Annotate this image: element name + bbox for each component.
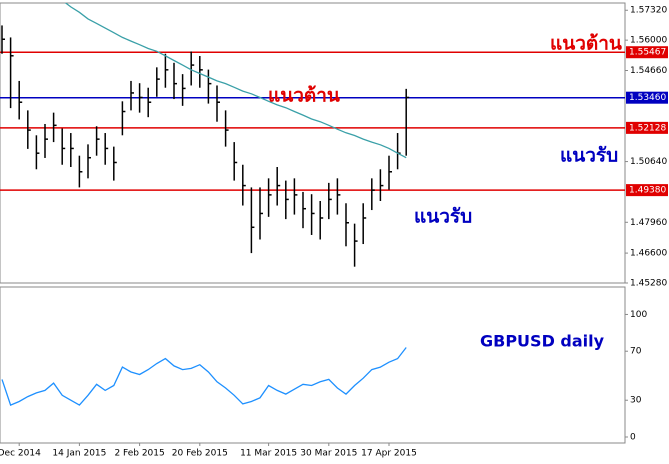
y-tick-label: 1.54660	[630, 66, 667, 76]
y-tick-label: 1.50640	[630, 157, 667, 167]
level-label: 1.55467	[629, 48, 666, 58]
x-tick-label: 2 Feb 2015	[114, 449, 164, 459]
y-tick-label: 30	[630, 396, 642, 406]
annotation: แนวต้าน	[550, 33, 622, 55]
price-panel	[0, 2, 626, 284]
level-box	[626, 91, 668, 104]
annotation: แนวรับ	[560, 145, 618, 167]
price-plot	[0, 3, 625, 267]
annotation: GBPUSD daily	[480, 332, 605, 351]
y-tick-label: 1.47960	[630, 218, 667, 228]
y-tick-label: 1.56000	[630, 36, 667, 46]
y-tick-label: 0	[630, 432, 636, 442]
y-tick-label: 1.45280	[630, 279, 667, 289]
annotation: แนวต้าน	[268, 85, 340, 107]
labels: 1.57320 1.56000 1.54660 1.50640 1.47960 1.466…	[0, 6, 668, 459]
moving-average	[64, 3, 407, 159]
level-box	[626, 184, 668, 197]
rsi-plot	[1, 347, 407, 406]
x-tick-label: Dec 2014	[0, 449, 41, 459]
x-tick-label: 30 Mar 2015	[300, 449, 357, 459]
rsi-line	[1, 347, 407, 406]
x-tick-label: 20 Feb 2015	[172, 449, 228, 459]
level-box	[626, 46, 668, 59]
x-tick-label: 17 Apr 2015	[361, 449, 417, 459]
y-tick-label: 70	[630, 347, 642, 357]
x-tick-label: 14 Jan 2015	[52, 449, 106, 459]
y-tick-label: 1.57320	[630, 6, 667, 16]
level-box	[626, 121, 668, 134]
level-label: 1.52128	[629, 123, 666, 133]
annotation: แนวรับ	[414, 206, 472, 228]
x-tick-label: 11 Mar 2015	[240, 449, 297, 459]
level-label: 1.53460	[629, 93, 666, 103]
rsi-panel	[0, 286, 626, 444]
level-label: 1.49380	[629, 186, 666, 196]
y-tick-label: 1.46600	[630, 249, 667, 259]
y-tick-label: 100	[630, 310, 647, 320]
